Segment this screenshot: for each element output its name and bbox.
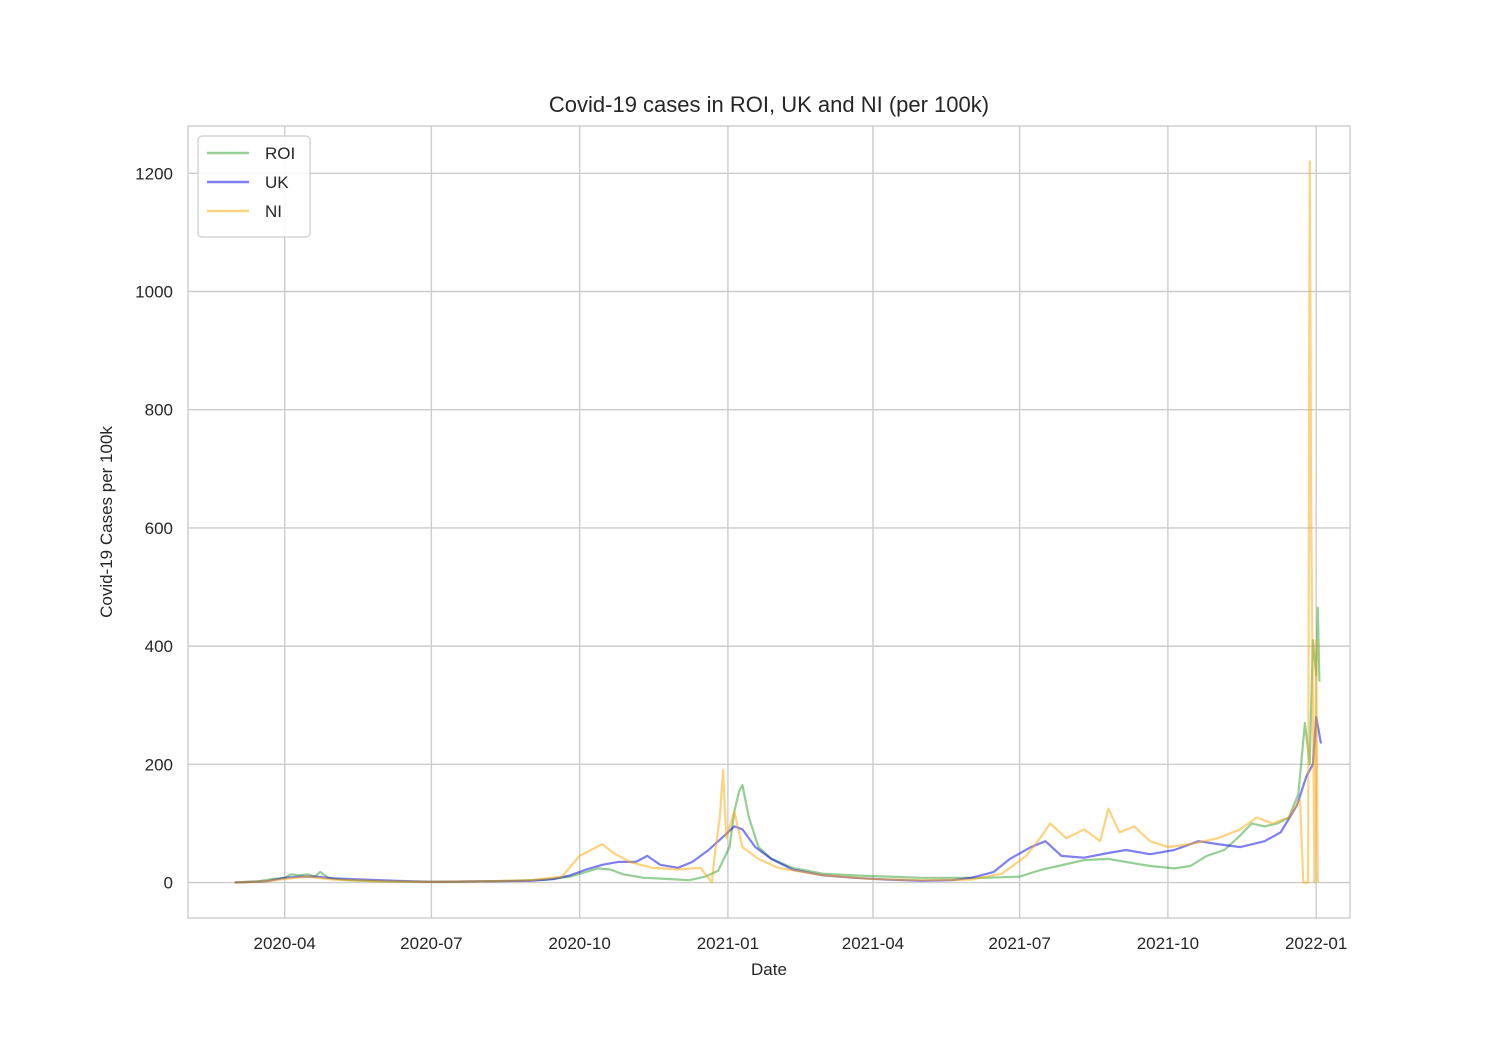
y-tick-label: 400	[145, 637, 173, 656]
chart-title: Covid-19 cases in ROI, UK and NI (per 10…	[549, 92, 989, 117]
plot-frame	[187, 125, 1351, 919]
x-tick-label: 2021-04	[842, 934, 904, 953]
y-tick-label: 1200	[135, 164, 173, 183]
y-tick-label: 200	[145, 755, 173, 774]
series-line-ni	[234, 160, 1319, 884]
x-tick-label: 2021-07	[988, 934, 1050, 953]
legend: ROI UK NI	[197, 135, 311, 238]
grid	[188, 126, 1350, 918]
x-tick-label: 2020-04	[254, 934, 316, 953]
legend-label: ROI	[265, 144, 295, 163]
x-axis-label: Date	[751, 960, 787, 979]
y-tick-label: 0	[164, 874, 173, 893]
y-tick-label: 1000	[135, 282, 173, 301]
legend-label: UK	[265, 173, 289, 192]
plot-area	[188, 126, 1350, 918]
legend-label: NI	[265, 202, 282, 221]
y-axis-label: Covid-19 Cases per 100k	[97, 426, 116, 618]
y-tick-label: 800	[145, 401, 173, 420]
x-tick-label: 2020-07	[400, 934, 462, 953]
x-tick-label: 2021-01	[697, 934, 759, 953]
tick-labels: 2020-04 2020-07 2020-10 2021-01 2021-04 2021-…	[135, 164, 1347, 953]
x-tick-label: 2022-01	[1285, 934, 1347, 953]
x-tick-label: 2020-10	[548, 934, 610, 953]
series-lines	[234, 160, 1323, 884]
y-tick-label: 600	[145, 519, 173, 538]
x-tick-label: 2021-10	[1137, 934, 1199, 953]
